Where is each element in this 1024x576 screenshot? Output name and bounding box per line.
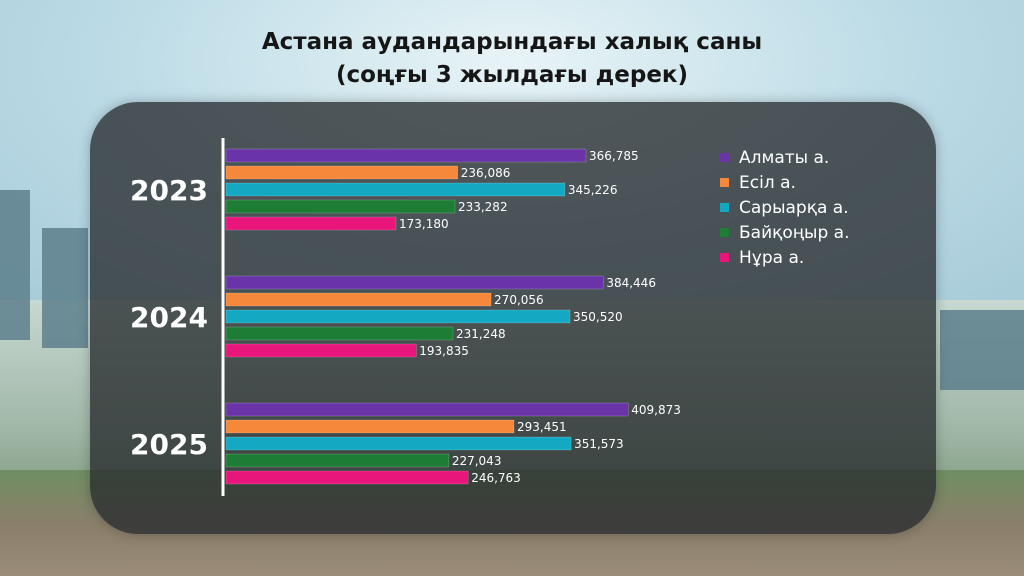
value-label-2024-5: 193,835	[419, 344, 469, 358]
value-label-2025-1: 409,873	[631, 403, 681, 417]
value-label-2025-3: 351,573	[574, 437, 624, 451]
chart-title-block: Астана аудандарындағы халық саны (соңғы …	[0, 26, 1024, 92]
bar-2025-5	[225, 470, 469, 485]
legend-swatch-5	[720, 253, 729, 262]
bar-chart: 2023 366,785 236,086 345,226 233,282 173,180 2…	[130, 138, 849, 496]
value-label-2025-4: 227,043	[452, 454, 502, 468]
value-label-2023-1: 366,785	[589, 149, 639, 163]
legend-label-4: Байқоңыр а.	[739, 223, 849, 243]
legend-label-2: Есіл а.	[739, 173, 796, 193]
bar-2025-3	[225, 436, 572, 451]
value-label-2025-5: 246,763	[471, 471, 521, 485]
bar-2023-4	[225, 199, 456, 214]
value-label-2024-4: 231,248	[456, 327, 506, 341]
bar-2023-2	[225, 165, 458, 180]
background-building-right	[940, 310, 1024, 390]
value-label-2024-2: 270,056	[494, 293, 544, 307]
bar-2025-4	[225, 453, 450, 468]
bar-2024-3	[225, 309, 571, 324]
legend-label-5: Нұра а.	[739, 248, 804, 268]
legend-label-3: Сарыарқа а.	[739, 198, 849, 218]
bar-2024-4	[225, 326, 454, 341]
year-label-2023: 2023	[130, 174, 208, 207]
year-label-2024: 2024	[130, 301, 208, 334]
bar-2023-1	[225, 148, 587, 163]
legend-swatch-4	[720, 228, 729, 237]
bar-2023-3	[225, 182, 566, 197]
legend-swatch-2	[720, 178, 729, 187]
bar-2024-5	[225, 343, 417, 358]
year-label-2025: 2025	[130, 428, 208, 461]
bar-2023-5	[225, 216, 397, 231]
background-building-left-2	[42, 228, 88, 348]
value-label-2023-4: 233,282	[458, 200, 508, 214]
value-label-2024-3: 350,520	[573, 310, 623, 324]
value-label-2023-2: 236,086	[461, 166, 511, 180]
legend-swatch-1	[720, 153, 729, 162]
bar-2025-2	[225, 419, 515, 434]
background-building-left	[0, 190, 30, 340]
legend-label-1: Алматы а.	[739, 148, 829, 168]
chart-panel: 2023 366,785 236,086 345,226 233,282 173,180 2…	[90, 102, 936, 534]
chart-subtitle: (соңғы 3 жылдағы дерек)	[335, 62, 689, 88]
bar-2024-2	[225, 292, 492, 307]
bar-2024-1	[225, 275, 604, 290]
value-label-2025-2: 293,451	[517, 420, 567, 434]
legend-swatch-3	[720, 203, 729, 212]
value-label-2023-3: 345,226	[568, 183, 618, 197]
chart-title: Астана аудандарындағы халық саны	[261, 29, 763, 55]
bar-2025-1	[225, 402, 629, 417]
value-label-2023-5: 173,180	[399, 217, 449, 231]
value-label-2024-1: 384,446	[606, 276, 656, 290]
